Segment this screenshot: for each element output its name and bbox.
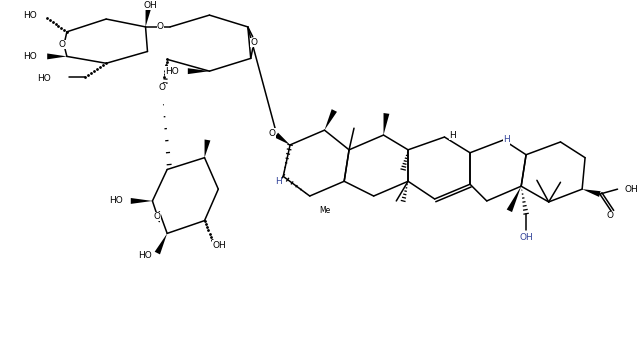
Text: O: O [59, 40, 66, 49]
Polygon shape [145, 7, 152, 27]
Text: O: O [269, 129, 276, 138]
Text: O: O [157, 22, 164, 31]
Text: HO: HO [138, 251, 152, 260]
Polygon shape [188, 68, 210, 74]
Text: H: H [449, 131, 455, 140]
Polygon shape [47, 54, 67, 59]
Text: HO: HO [38, 73, 51, 83]
Text: H: H [503, 135, 510, 144]
Text: HO: HO [24, 10, 38, 20]
Polygon shape [383, 113, 389, 135]
Text: O: O [250, 38, 257, 47]
Text: Me: Me [319, 206, 330, 215]
Polygon shape [204, 139, 210, 158]
Polygon shape [324, 109, 337, 130]
Polygon shape [275, 132, 290, 145]
Text: OH: OH [624, 185, 637, 194]
Text: OH: OH [212, 241, 226, 250]
Text: OH: OH [519, 233, 533, 242]
Text: O: O [159, 83, 166, 92]
Text: HO: HO [109, 197, 123, 206]
Text: O: O [154, 212, 161, 221]
Polygon shape [506, 186, 521, 212]
Polygon shape [582, 189, 601, 197]
Polygon shape [131, 198, 152, 204]
Text: HO: HO [24, 52, 38, 61]
Text: H: H [275, 177, 282, 186]
Text: O: O [606, 211, 613, 220]
Polygon shape [155, 233, 167, 254]
Text: HO: HO [165, 67, 179, 76]
Text: OH: OH [143, 1, 157, 10]
